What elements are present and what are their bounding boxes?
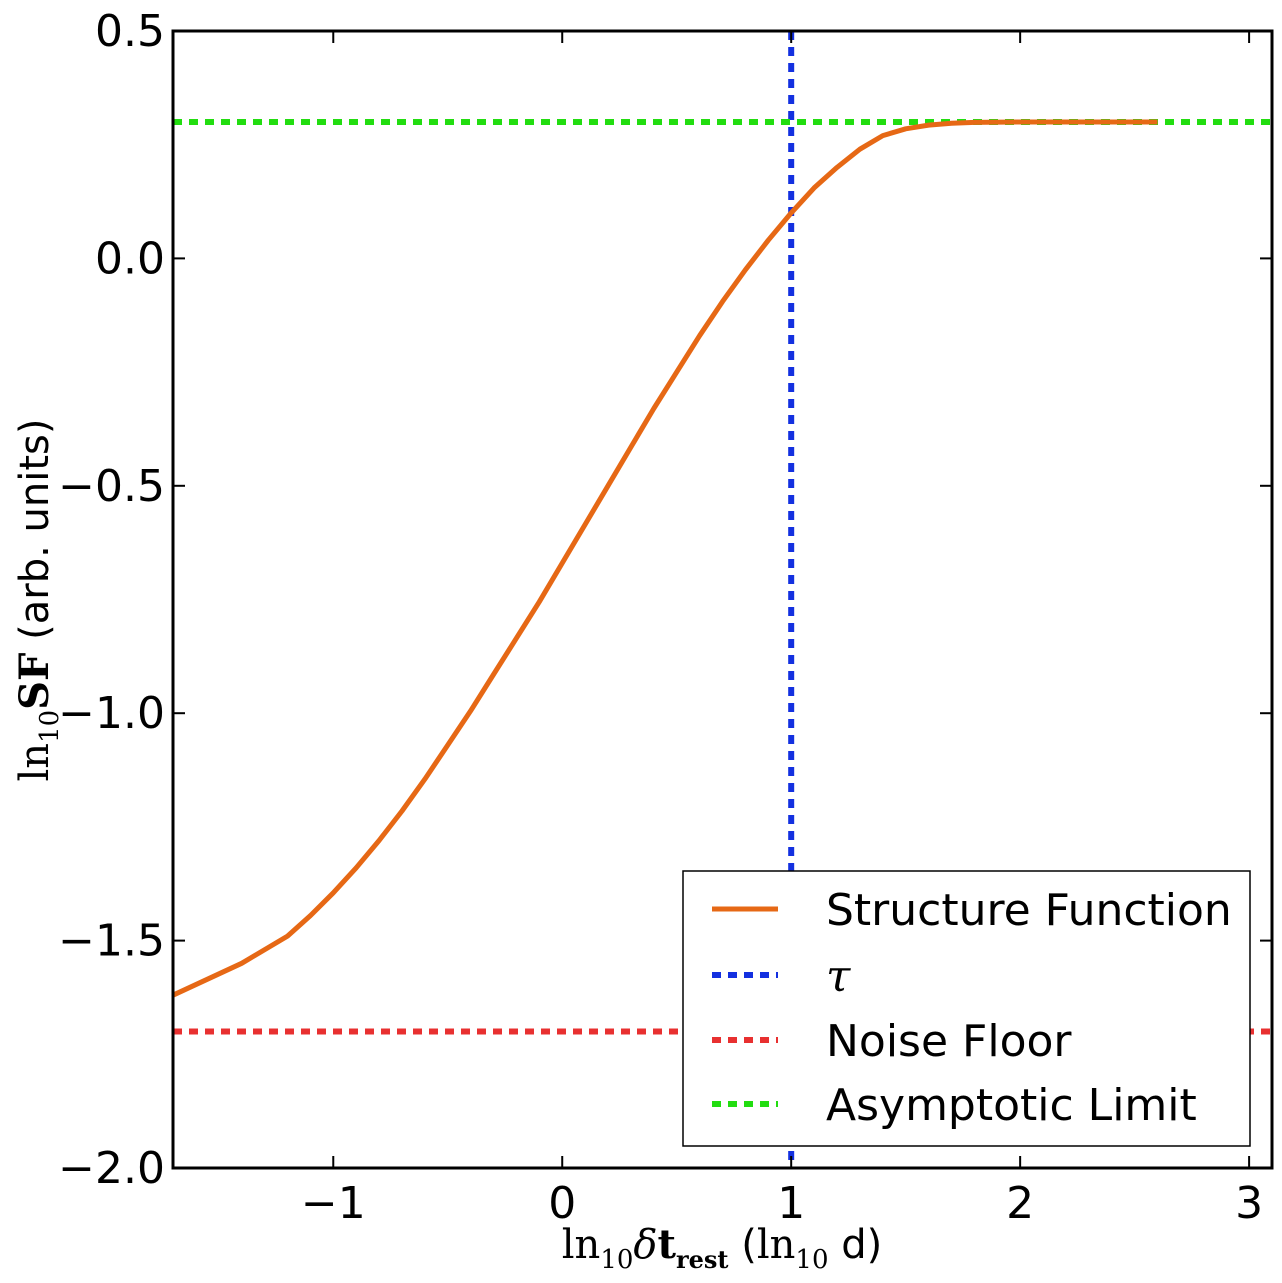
x-tick-label: 1 (777, 1178, 805, 1229)
axis-tick-labels: −1 0 1 2 3 0.5 0.0 −0.5 −1.0 −1.5 −2.0 (58, 6, 1263, 1229)
y-tick-label: 0.0 (95, 233, 165, 284)
x-tick-label: 3 (1235, 1178, 1263, 1229)
plot-frame (171, 29, 1274, 1170)
x-tick-label: 2 (1006, 1178, 1034, 1229)
legend-label: Structure Function (826, 885, 1232, 936)
y-axis-label: ln10SF (arb. units) (11, 419, 65, 782)
legend-entry-noise-floor: Noise Floor (712, 1016, 1072, 1067)
legend-entry-asymptotic-limit: Asymptotic Limit (712, 1080, 1197, 1131)
legend-label: Asymptotic Limit (826, 1080, 1197, 1131)
legend-entry-structure-function: Structure Function (712, 885, 1232, 936)
y-tick-label: −0.5 (58, 461, 165, 512)
y-tick-label: 0.5 (95, 6, 165, 57)
axis-ticks (173, 30, 1272, 1169)
y-tick-label: −2.0 (58, 1143, 165, 1194)
x-axis-label: ln10δtrest (ln10 d) (562, 1221, 882, 1275)
legend-box (682, 870, 1251, 1147)
x-tick-label: −1 (301, 1178, 366, 1229)
x-tick-label: 0 (548, 1178, 576, 1229)
legend-label: τ (826, 951, 851, 1002)
legend: Structure Function τ Noise Floor Asymptotic… (682, 870, 1251, 1147)
legend-entry-tau: τ (712, 951, 851, 1002)
y-tick-label: −1.5 (58, 916, 165, 967)
y-tick-label: −1.0 (58, 688, 165, 739)
legend-label: Noise Floor (826, 1016, 1072, 1067)
structure-function-curve (171, 119, 1158, 998)
